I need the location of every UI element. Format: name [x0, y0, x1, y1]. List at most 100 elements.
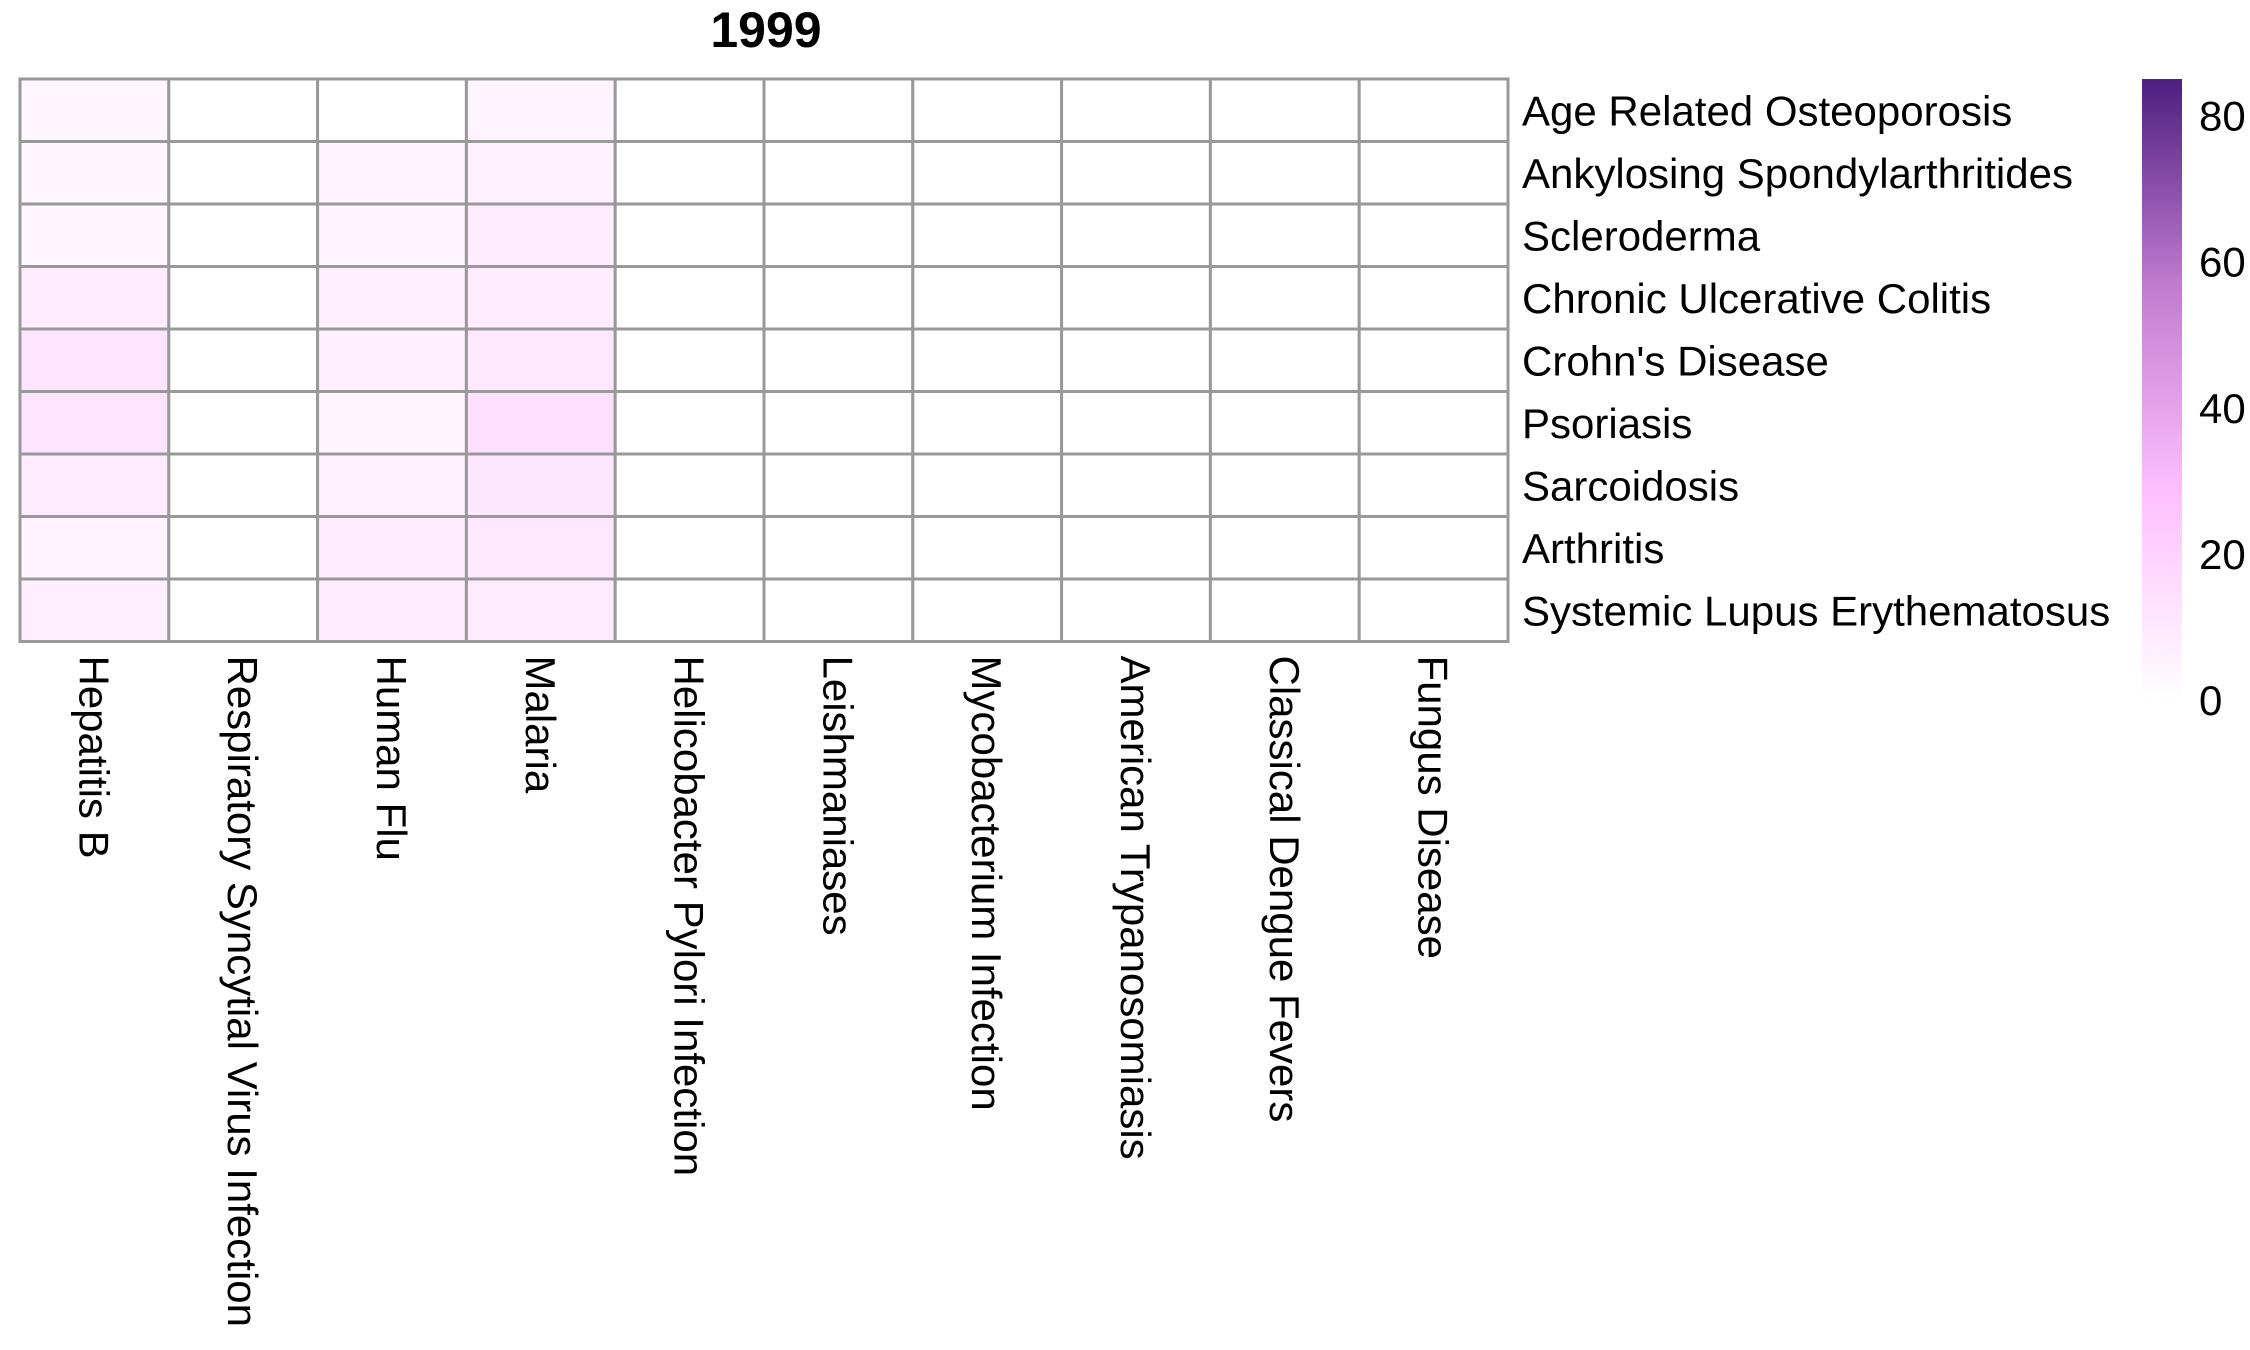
heatmap-cell [1060, 390, 1212, 456]
heatmap-cells [18, 77, 1510, 643]
heatmap-cell [316, 327, 468, 393]
column-label: American Trypanosomiasis [1112, 656, 1159, 1160]
heatmap-cell [1357, 265, 1510, 331]
heatmap-cell [1208, 202, 1361, 268]
heatmap-cell [316, 77, 468, 143]
heatmap-cell [911, 77, 1064, 143]
row-label: Crohn's Disease [1522, 337, 1829, 384]
heatmap-cell [167, 452, 320, 518]
heatmap-cell [613, 515, 766, 581]
heatmap-cell [911, 452, 1064, 518]
heatmap-cell [18, 140, 171, 206]
heatmap-cell [1060, 140, 1212, 206]
heatmap-cell [464, 140, 617, 206]
heatmap-cell [613, 577, 766, 643]
heatmap-cell [1060, 265, 1212, 331]
heatmap-cell [1060, 452, 1212, 518]
heatmap-cell [1208, 390, 1361, 456]
heatmap-cell [18, 327, 171, 393]
heatmap-cell [167, 140, 320, 206]
heatmap-cell [1060, 77, 1212, 143]
heatmap-cell [167, 327, 320, 393]
heatmap-cell [167, 202, 320, 268]
row-label: Chronic Ulcerative Colitis [1522, 275, 1991, 322]
heatmap-cell [316, 452, 468, 518]
column-labels: Hepatitis B Respiratory Syncytial Virus I… [70, 656, 1456, 1328]
heatmap-cell [1208, 265, 1361, 331]
heatmap-cell [762, 390, 915, 456]
heatmap-cell [911, 515, 1064, 581]
heatmap-cell [18, 77, 171, 143]
heatmap-cell [762, 265, 915, 331]
heatmap-cell [18, 390, 171, 456]
heatmap-cell [316, 577, 468, 643]
heatmap-cell [613, 327, 766, 393]
heatmap-cell [911, 265, 1064, 331]
column-label: Malaria [517, 656, 564, 794]
heatmap-cell [316, 390, 468, 456]
heatmap-cell [1208, 515, 1361, 581]
colorbar-tick-label: 60 [2199, 239, 2246, 286]
row-label: Ankylosing Spondylarthritides [1522, 150, 2073, 197]
heatmap-cell [613, 390, 766, 456]
heatmap-cell [762, 202, 915, 268]
heatmap-cell [762, 515, 915, 581]
heatmap-cell [316, 140, 468, 206]
heatmap-cell [911, 577, 1064, 643]
heatmap-cell [1208, 327, 1361, 393]
column-label: Classical Dengue Fevers [1261, 656, 1308, 1123]
colorbar-tick-label: 80 [2199, 93, 2246, 140]
heatmap-cell [18, 202, 171, 268]
heatmap-cell [1208, 452, 1361, 518]
heatmap-cell [1357, 452, 1510, 518]
colorbar-gradient [2142, 79, 2182, 700]
heatmap-cell [1357, 202, 1510, 268]
column-label: Fungus Disease [1410, 656, 1457, 960]
heatmap-cell [316, 265, 468, 331]
row-label: Age Related Osteoporosis [1522, 87, 2012, 134]
column-label: Respiratory Syncytial Virus Infection [219, 656, 266, 1328]
heatmap-cell [1357, 77, 1510, 143]
heatmap-cell [762, 77, 915, 143]
column-label: Leishmaniases [814, 656, 861, 936]
heatmap-cell [464, 452, 617, 518]
row-label: Psoriasis [1522, 400, 1692, 447]
row-label: Sarcoidosis [1522, 462, 1739, 509]
heatmap-cell [464, 327, 617, 393]
heatmap-cell [1357, 327, 1510, 393]
heatmap-cell [464, 202, 617, 268]
heatmap-cell [316, 202, 468, 268]
column-label: Human Flu [368, 656, 415, 861]
heatmap-cell [1060, 202, 1212, 268]
row-label: Scleroderma [1522, 212, 1761, 259]
heatmap-cell [762, 140, 915, 206]
heatmap-cell [613, 77, 766, 143]
heatmap-cell [1357, 515, 1510, 581]
row-label: Systemic Lupus Erythematosus [1522, 587, 2110, 634]
heatmap-cell [167, 390, 320, 456]
heatmap-cell [1208, 577, 1361, 643]
heatmap-cell [613, 452, 766, 518]
heatmap-cell [167, 515, 320, 581]
chart-title: 1999 [710, 2, 821, 58]
heatmap-cell [613, 202, 766, 268]
heatmap-cell [464, 265, 617, 331]
heatmap-cell [762, 327, 915, 393]
heatmap-cell [1357, 140, 1510, 206]
heatmap-cell [18, 452, 171, 518]
heatmap-cell [1060, 515, 1212, 581]
heatmap-cell [1357, 390, 1510, 456]
heatmap-cell [167, 77, 320, 143]
column-label: Helicobacter Pylori Infection [666, 656, 713, 1177]
colorbar-tick-label: 20 [2199, 531, 2246, 578]
heatmap-cell [613, 140, 766, 206]
heatmap-cell [464, 390, 617, 456]
heatmap-cell [1060, 327, 1212, 393]
heatmap-cell [1208, 77, 1361, 143]
heatmap-cell [911, 327, 1064, 393]
heatmap-cell [762, 577, 915, 643]
heatmap-cell [464, 515, 617, 581]
heatmap-cell [316, 515, 468, 581]
row-label: Arthritis [1522, 525, 1664, 572]
